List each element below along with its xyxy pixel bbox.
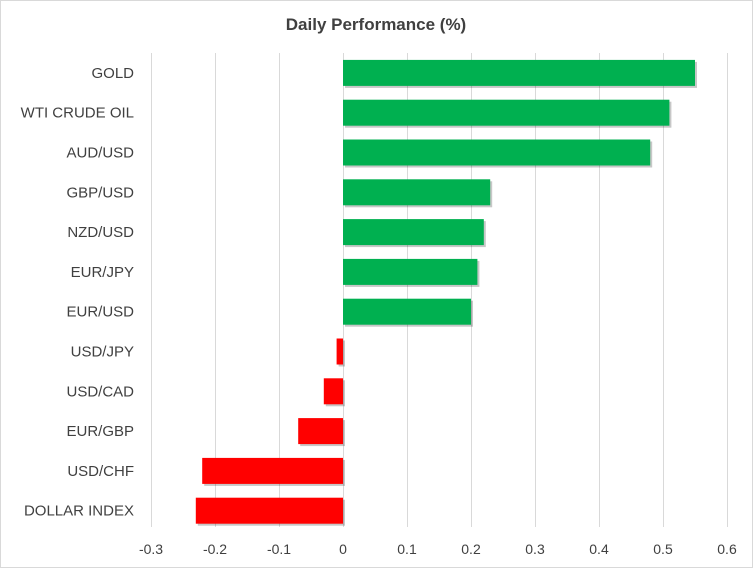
- bar-aud-usd: [343, 139, 651, 166]
- category-label: AUD/USD: [66, 145, 134, 162]
- category-label: EUR/GBP: [66, 423, 134, 440]
- category-label: EUR/JPY: [71, 264, 134, 281]
- bar-eur-usd: [343, 298, 471, 325]
- category-label: GBP/USD: [66, 184, 134, 201]
- bar-gbp-usd: [343, 179, 491, 206]
- x-tick-label: -0.3: [139, 541, 163, 557]
- bar-dollar-index: [195, 497, 343, 524]
- category-labels: GOLD WTI CRUDE OIL AUD/USD GBP/USD NZD/USD EU…: [21, 65, 135, 520]
- category-label: EUR/USD: [66, 304, 134, 321]
- category-label: WTI CRUDE OIL: [21, 105, 134, 122]
- bar-eur-gbp: [298, 418, 343, 445]
- category-label: DOLLAR INDEX: [24, 503, 134, 520]
- x-tick-label: 0.6: [717, 541, 737, 557]
- bar-usd-cad: [323, 378, 343, 405]
- bar-gold: [343, 59, 695, 86]
- bar-nzd-usd: [343, 219, 484, 246]
- category-label: USD/JPY: [71, 344, 134, 361]
- chart-title: Daily Performance (%): [286, 15, 466, 34]
- category-label: USD/CHF: [67, 463, 134, 480]
- grid-layer: [151, 53, 728, 527]
- x-tick-label: 0.5: [653, 541, 673, 557]
- x-tick-label: 0.3: [525, 541, 545, 557]
- x-tick-label: 0: [339, 541, 347, 557]
- bar-layer: [195, 59, 697, 526]
- category-label: USD/CAD: [66, 383, 134, 400]
- x-axis-tick-labels: -0.3 -0.2 -0.1 0 0.1 0.2 0.3 0.4 0.5 0.6: [139, 541, 737, 557]
- bar-wti-crude-oil: [343, 99, 670, 126]
- bar-usd-chf: [202, 457, 343, 484]
- x-tick-label: -0.2: [203, 541, 227, 557]
- x-tick-label: 0.4: [589, 541, 609, 557]
- x-tick-label: 0.1: [397, 541, 417, 557]
- category-label: NZD/USD: [67, 224, 134, 241]
- bar-usd-jpy: [336, 338, 343, 365]
- x-tick-label: 0.2: [461, 541, 481, 557]
- bar-eur-jpy: [343, 258, 478, 285]
- x-tick-label: -0.1: [267, 541, 291, 557]
- category-label: GOLD: [91, 65, 134, 82]
